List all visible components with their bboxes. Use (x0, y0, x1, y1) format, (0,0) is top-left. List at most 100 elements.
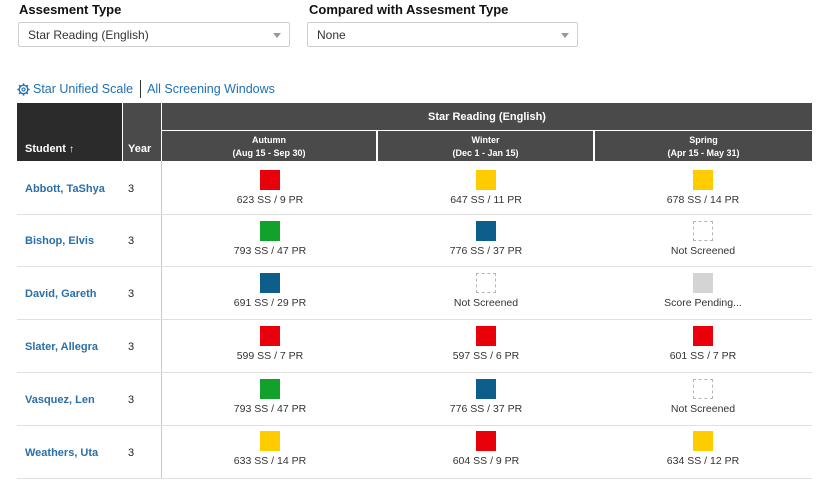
window-name: Autumn (252, 135, 286, 145)
score-cell[interactable]: 634 SS / 12 PR (595, 431, 811, 467)
benchmark-color-indicator (260, 431, 280, 451)
year-header-label: Year (128, 143, 152, 155)
benchmark-color-indicator (693, 431, 713, 451)
score-text: 597 SS / 6 PR (452, 350, 520, 362)
benchmark-color-indicator (260, 170, 280, 190)
table-row: Slater, Allegra 3 (17, 321, 812, 373)
student-column-header[interactable]: Student ↑ (17, 103, 122, 161)
assessment-group-header: Star Reading (English) (162, 103, 812, 130)
score-text: 647 SS / 11 PR (450, 194, 522, 206)
not-screened-indicator (693, 221, 713, 241)
benchmark-color-indicator (476, 170, 496, 190)
score-cell[interactable]: Score Pending... (595, 273, 811, 309)
not-screened-indicator (693, 379, 713, 399)
score-cell[interactable]: 604 SS / 9 PR (378, 431, 594, 467)
student-header-label: Student (25, 143, 66, 155)
score-text: 601 SS / 7 PR (669, 350, 737, 362)
score-text: 599 SS / 7 PR (236, 350, 304, 362)
score-cell[interactable]: 776 SS / 37 PR (378, 379, 594, 415)
table-row: Weathers, Uta 3 (17, 427, 812, 479)
chevron-down-icon (561, 33, 569, 38)
score-text: 633 SS / 14 PR (233, 455, 307, 467)
window-range: (Dec 1 - Jan 15) (452, 148, 519, 158)
score-cell[interactable]: 633 SS / 14 PR (162, 431, 378, 467)
score-text: 776 SS / 37 PR (449, 403, 523, 415)
window-header-winter: Winter (Dec 1 - Jan 15) (378, 131, 593, 161)
student-year: 3 (128, 235, 135, 247)
student-name-link[interactable]: Abbott, TaShya (25, 183, 105, 195)
score-cell[interactable]: 678 SS / 14 PR (595, 170, 811, 206)
year-column-header: Year (123, 103, 161, 161)
score-text: Not Screened (453, 297, 519, 309)
window-name: Spring (689, 135, 718, 145)
student-year: 3 (128, 288, 135, 300)
star-unified-scale-link[interactable]: Star Unified Scale (33, 82, 134, 96)
student-name-link[interactable]: David, Gareth (25, 288, 97, 300)
score-text: 623 SS / 9 PR (236, 194, 304, 206)
score-cell[interactable]: 793 SS / 47 PR (162, 379, 378, 415)
score-cell[interactable]: 623 SS / 9 PR (162, 170, 378, 206)
benchmark-color-indicator (476, 326, 496, 346)
score-cell[interactable]: 793 SS / 47 PR (162, 221, 378, 257)
score-text: 604 SS / 9 PR (452, 455, 520, 467)
table-row: Abbott, TaShya 3 (17, 163, 812, 215)
scale-links-bar: Star Unified Scale All Screening Windows (17, 79, 275, 99)
benchmark-color-indicator (693, 170, 713, 190)
sort-ascending-icon: ↑ (68, 144, 74, 155)
table-row: Vasquez, Len 3 (17, 374, 812, 426)
gear-icon (17, 82, 30, 96)
all-screening-windows-link[interactable]: All Screening Windows (147, 82, 275, 96)
score-text: 776 SS / 37 PR (449, 245, 523, 257)
student-year: 3 (128, 183, 135, 195)
window-range: (Apr 15 - May 31) (667, 148, 740, 158)
table-row: David, Gareth 3 (17, 268, 812, 320)
link-divider (140, 80, 142, 98)
score-text: 793 SS / 47 PR (233, 245, 307, 257)
assessment-type-select[interactable]: Star Reading (English) (18, 22, 290, 47)
benchmark-color-indicator (476, 431, 496, 451)
window-name: Winter (471, 135, 500, 145)
score-text: 678 SS / 14 PR (666, 194, 740, 206)
score-cell[interactable]: Not Screened (595, 379, 811, 415)
score-cell[interactable]: 599 SS / 7 PR (162, 326, 378, 362)
score-cell[interactable]: Not Screened (378, 273, 594, 309)
score-cell[interactable]: Not Screened (595, 221, 811, 257)
window-header-spring: Spring (Apr 15 - May 31) (595, 131, 812, 161)
student-name-link[interactable]: Slater, Allegra (25, 341, 98, 353)
benchmark-color-indicator (260, 326, 280, 346)
assessment-type-label: Assesment Type (19, 2, 122, 17)
column-divider (161, 161, 162, 479)
compared-type-select[interactable]: None (307, 22, 578, 47)
benchmark-color-indicator (693, 326, 713, 346)
score-text: 691 SS / 29 PR (233, 297, 307, 309)
student-name-link[interactable]: Bishop, Elvis (25, 235, 95, 247)
score-cell[interactable]: 691 SS / 29 PR (162, 273, 378, 309)
benchmark-color-indicator (476, 379, 496, 399)
benchmark-color-indicator (693, 273, 713, 293)
score-cell[interactable]: 647 SS / 11 PR (378, 170, 594, 206)
score-cell[interactable]: 776 SS / 37 PR (378, 221, 594, 257)
score-text: Not Screened (670, 245, 736, 257)
student-year: 3 (128, 341, 135, 353)
score-text: 793 SS / 47 PR (233, 403, 307, 415)
benchmark-color-indicator (260, 273, 280, 293)
score-text: Score Pending... (664, 297, 742, 309)
score-cell[interactable]: 601 SS / 7 PR (595, 326, 811, 362)
score-text: Not Screened (670, 403, 736, 415)
student-name-link[interactable]: Weathers, Uta (25, 447, 99, 459)
student-year: 3 (128, 394, 135, 406)
score-cell[interactable]: 597 SS / 6 PR (378, 326, 594, 362)
table-row: Bishop, Elvis 3 (17, 215, 812, 267)
score-text: 634 SS / 12 PR (666, 455, 740, 467)
assessment-group-label: Star Reading (English) (428, 111, 546, 123)
benchmark-color-indicator (260, 379, 280, 399)
window-range: (Aug 15 - Sep 30) (232, 148, 306, 158)
not-screened-indicator (476, 273, 496, 293)
student-year: 3 (128, 447, 135, 459)
benchmark-color-indicator (260, 221, 280, 241)
assessment-type-value: Star Reading (English) (28, 28, 149, 42)
student-name-link[interactable]: Vasquez, Len (25, 394, 95, 406)
compared-type-label: Compared with Assesment Type (309, 2, 509, 17)
benchmark-color-indicator (476, 221, 496, 241)
compared-type-value: None (317, 28, 346, 42)
